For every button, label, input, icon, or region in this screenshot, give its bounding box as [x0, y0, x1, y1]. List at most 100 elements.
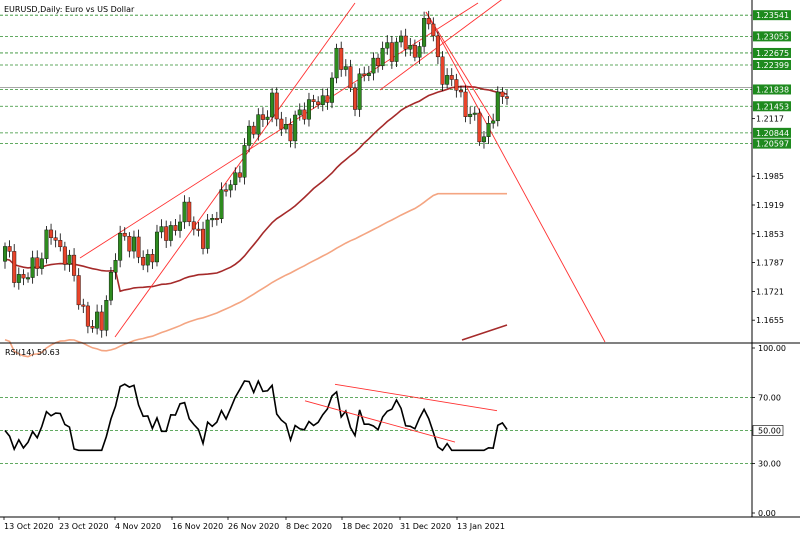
candle-body — [380, 47, 385, 67]
candle-body — [104, 300, 109, 331]
candle-body — [385, 42, 390, 49]
moving-averages — [4, 85, 508, 358]
candle-body — [251, 125, 256, 135]
trend-channel-line — [379, 0, 503, 91]
candle-body — [16, 274, 21, 283]
candle-body — [145, 254, 150, 266]
candle-body — [85, 305, 90, 327]
candle-body — [389, 42, 394, 62]
candles — [3, 10, 510, 338]
rsi-panel — [0, 342, 800, 464]
candle-body — [178, 221, 183, 231]
candle-body — [30, 257, 35, 278]
price-label-box — [753, 47, 791, 58]
ma-dark-line — [4, 85, 508, 293]
candle-body — [187, 201, 192, 222]
candle-body — [7, 246, 12, 252]
price-tick-label: 1.1919 — [756, 201, 784, 210]
candle-body — [500, 91, 505, 97]
candle-body — [247, 125, 252, 146]
candle-body — [486, 123, 491, 137]
candle-body — [357, 73, 362, 110]
candle-body — [108, 272, 113, 301]
candle-body — [283, 124, 288, 130]
candle-body — [426, 18, 431, 25]
candle-body — [67, 254, 72, 265]
time-tick-label: 13 Oct 2020 — [4, 522, 53, 531]
price-grid — [0, 14, 752, 145]
candle-body — [297, 109, 302, 116]
rsi-tick-label: 100.00 — [758, 344, 786, 353]
price-label-box — [753, 10, 791, 21]
candle-body — [95, 311, 100, 329]
candle-body — [122, 232, 127, 237]
candle-body — [150, 254, 155, 263]
candle-body — [260, 114, 265, 120]
candle-body — [99, 311, 104, 331]
candle-body — [270, 92, 275, 118]
ma-light-line — [4, 192, 507, 358]
price-label-box — [753, 138, 791, 149]
candle-body — [279, 118, 284, 130]
time-tick-label: 13 Jan 2021 — [457, 522, 505, 531]
candle-body — [412, 45, 417, 58]
candle-body — [58, 240, 63, 248]
time-tick-label: 8 Dec 2020 — [286, 522, 332, 531]
candle-body — [44, 229, 49, 259]
rsi-tick-label: 70.00 — [758, 394, 781, 403]
candle-body — [90, 326, 95, 329]
candle-body — [445, 75, 450, 85]
candle-body — [371, 57, 376, 74]
price-tick-label: 1.20844 — [756, 129, 789, 138]
candle-body — [228, 184, 233, 191]
trend-channel-line — [425, 11, 494, 122]
price-label-box — [753, 31, 791, 42]
candle-body — [196, 228, 201, 231]
candle-body — [182, 201, 187, 223]
price-tick-label: 1.22399 — [756, 61, 789, 70]
candle-body — [224, 189, 229, 192]
candle-body — [49, 229, 54, 238]
candle-body — [39, 258, 44, 269]
time-tick-label: 31 Dec 2020 — [400, 522, 451, 531]
time-tick-label: 18 Dec 2020 — [342, 522, 393, 531]
trend-channel-line — [425, 11, 606, 343]
candle-body — [76, 275, 81, 306]
candle-body — [435, 35, 440, 58]
candle-body — [233, 172, 238, 185]
time-tick-label: 16 Nov 2020 — [172, 522, 223, 531]
candle-body — [422, 18, 427, 47]
candle-body — [477, 112, 482, 143]
candle-body — [237, 172, 242, 178]
candle-body — [81, 304, 86, 307]
candle-body — [302, 109, 307, 120]
candle-body — [164, 226, 169, 241]
time-tick-label: 26 Nov 2020 — [228, 522, 279, 531]
price-label-box — [753, 127, 791, 138]
rsi-line — [4, 379, 508, 452]
candle-body — [265, 116, 270, 120]
candle-body — [72, 254, 77, 276]
candle-body — [408, 45, 413, 50]
chart-title: EURUSD,Daily: Euro vs US Dollar — [4, 5, 135, 14]
price-label-box — [753, 84, 791, 95]
candle-body — [26, 277, 31, 280]
price-tick-label: 1.1985 — [756, 172, 784, 181]
candle-body — [191, 221, 196, 230]
candle-body — [334, 47, 339, 79]
candle-body — [311, 99, 316, 103]
price-tick-label: 1.1853 — [756, 230, 784, 239]
candle-body — [472, 112, 477, 115]
price-tick-label: 1.1655 — [756, 316, 784, 325]
candle-body — [495, 91, 500, 122]
candle-body — [214, 218, 219, 220]
candle-body — [131, 236, 136, 252]
rsi-trend-line-upper — [334, 383, 498, 412]
candle-body — [127, 236, 132, 252]
price-tick-label: 1.23541 — [756, 11, 789, 20]
time-tick-label: 4 Nov 2020 — [115, 522, 161, 531]
candle-body — [306, 99, 311, 120]
price-tick-label: 1.23055 — [756, 32, 789, 41]
price-tick-label: 1.21838 — [756, 85, 789, 94]
